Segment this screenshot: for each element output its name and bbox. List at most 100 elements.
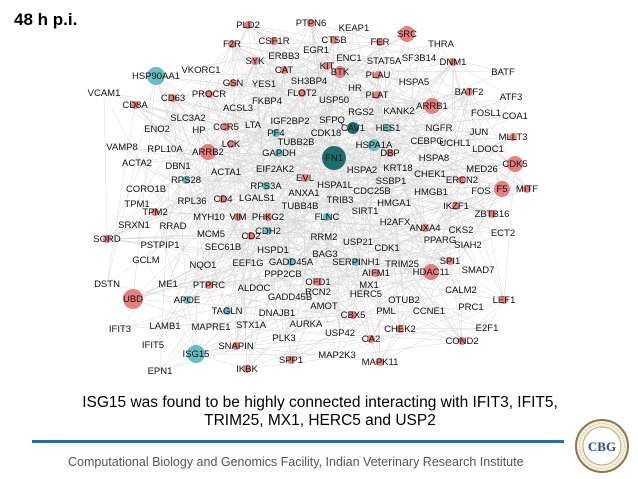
gene-label: KANK2 bbox=[383, 106, 414, 117]
gene-label: ACSL3 bbox=[223, 103, 253, 114]
gene-label: CA2 bbox=[362, 334, 380, 345]
network-edge bbox=[310, 22, 504, 73]
network-edge bbox=[232, 22, 312, 84]
network-edge bbox=[336, 299, 505, 356]
network-edge bbox=[325, 94, 378, 134]
network-edge bbox=[145, 92, 303, 261]
gene-label: ENC1 bbox=[336, 53, 361, 64]
network-edge bbox=[317, 33, 408, 283]
gene-label: HSPA5 bbox=[399, 77, 429, 88]
network-edge bbox=[208, 152, 391, 286]
gene-label: CAT bbox=[275, 65, 293, 76]
gene-label: STX1A bbox=[236, 320, 267, 331]
network-edge bbox=[246, 157, 435, 370]
network-edge bbox=[455, 148, 489, 207]
network-node bbox=[272, 129, 280, 137]
network-edge bbox=[399, 327, 488, 330]
network-edge bbox=[468, 91, 482, 192]
network-edge bbox=[357, 61, 454, 243]
caption-line-2: TRIM25, MX1, HERC5 and USP2 bbox=[204, 412, 436, 429]
gene-label: CD63 bbox=[161, 93, 185, 104]
gene-label: PF4 bbox=[267, 128, 284, 139]
network-edge bbox=[273, 40, 367, 295]
gene-label: TRIM25 bbox=[385, 259, 419, 270]
gene-label: EIF2AK2 bbox=[256, 164, 294, 175]
gene-label: CTSB bbox=[321, 35, 346, 46]
gene-label: SIRT1 bbox=[352, 206, 379, 217]
network-edge bbox=[208, 93, 227, 128]
network-node bbox=[323, 62, 331, 70]
network-edge bbox=[377, 74, 381, 363]
network-edge bbox=[301, 92, 372, 340]
network-edge bbox=[326, 216, 430, 312]
network-edge bbox=[461, 299, 505, 342]
gene-label: PPP2CB bbox=[264, 269, 302, 280]
network-edge bbox=[186, 299, 197, 355]
network-edge bbox=[246, 261, 357, 370]
gene-label: KEAP1 bbox=[339, 23, 370, 34]
network-edge bbox=[449, 260, 462, 291]
gene-label: RPS28 bbox=[171, 175, 201, 186]
gene-label: GCLM bbox=[132, 255, 160, 266]
network-edge bbox=[452, 61, 483, 170]
network-edge bbox=[167, 143, 232, 285]
network-edge bbox=[172, 60, 256, 227]
network-edge bbox=[106, 97, 174, 240]
gene-label: UBD bbox=[123, 294, 143, 305]
network-edge bbox=[152, 235, 252, 346]
network-edge bbox=[303, 74, 379, 194]
network-edge bbox=[195, 188, 503, 355]
network-edge bbox=[210, 326, 463, 342]
network-edge bbox=[429, 173, 493, 215]
gene-label: SFPQ bbox=[319, 115, 345, 126]
gene-label: HSPA8 bbox=[419, 153, 449, 164]
network-node bbox=[275, 149, 283, 157]
network-edge bbox=[159, 61, 454, 246]
network-edge bbox=[132, 99, 335, 300]
network-edge bbox=[290, 91, 470, 361]
gene-label: PLD2 bbox=[236, 20, 260, 31]
network-edge bbox=[191, 33, 408, 202]
gene-label: VAMP8 bbox=[106, 142, 138, 153]
network-edge bbox=[253, 163, 516, 289]
network-edge bbox=[247, 24, 454, 63]
network-edge bbox=[364, 91, 470, 212]
network-edge bbox=[232, 82, 237, 347]
network-edge bbox=[387, 115, 516, 129]
network-edge bbox=[389, 152, 405, 301]
gene-label: YES1 bbox=[252, 79, 276, 90]
network-edge bbox=[155, 75, 372, 340]
gene-label: FN1 bbox=[325, 153, 343, 164]
network-node bbox=[458, 337, 466, 345]
network-edge bbox=[231, 41, 381, 45]
network-node bbox=[376, 358, 384, 366]
gene-label: CDK1 bbox=[374, 243, 399, 254]
network-edge bbox=[301, 92, 307, 325]
network-node bbox=[373, 91, 381, 99]
network-edge bbox=[202, 69, 285, 266]
gene-label: SNAPIN bbox=[218, 341, 254, 352]
network-edge bbox=[461, 179, 504, 234]
network-edge bbox=[333, 39, 483, 170]
gene-label: PLK3 bbox=[272, 333, 295, 344]
gene-label: CD2 bbox=[241, 231, 260, 242]
network-edge bbox=[326, 163, 516, 218]
gene-label: CD8A bbox=[122, 100, 148, 111]
network-edge bbox=[154, 211, 197, 355]
gene-label: EEF1G bbox=[232, 258, 263, 269]
network-edge bbox=[226, 310, 401, 330]
gene-label: LCK bbox=[222, 139, 241, 150]
network-edge bbox=[282, 105, 433, 275]
network-edge bbox=[172, 97, 252, 326]
gene-label: LEF1 bbox=[493, 295, 516, 306]
gene-label: CEBPG bbox=[410, 136, 443, 147]
network-edge bbox=[159, 127, 389, 372]
gene-label: ENO2 bbox=[144, 124, 170, 135]
network-edge bbox=[290, 260, 451, 361]
gene-label: CSF1R bbox=[258, 36, 289, 47]
gene-label: TRIB3 bbox=[327, 195, 354, 206]
gene-label: PML bbox=[376, 306, 396, 317]
gene-label: SPI1 bbox=[440, 256, 461, 267]
network-edge bbox=[452, 61, 512, 98]
gene-label: STAT5A bbox=[367, 56, 402, 67]
